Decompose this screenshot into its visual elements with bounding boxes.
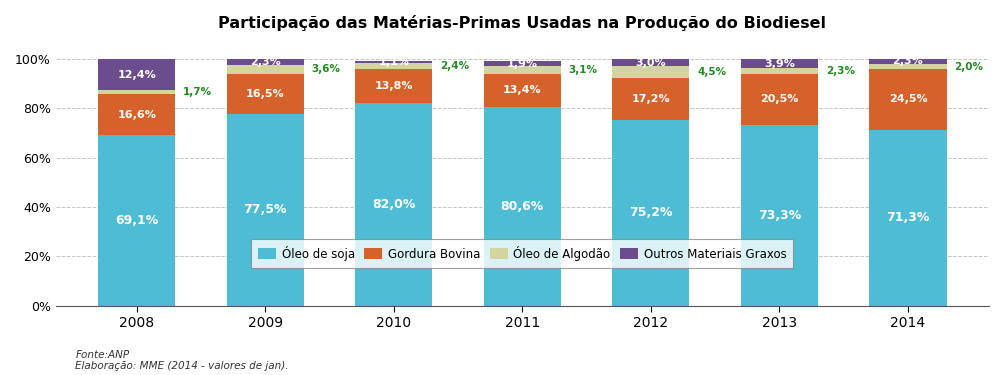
Text: 75,2%: 75,2% bbox=[629, 206, 672, 219]
Text: 82,0%: 82,0% bbox=[372, 198, 415, 211]
Text: 3,1%: 3,1% bbox=[568, 65, 597, 75]
Bar bbox=[740, 69, 817, 74]
Bar bbox=[227, 114, 304, 306]
Text: 80,6%: 80,6% bbox=[500, 200, 544, 213]
Text: 3,9%: 3,9% bbox=[763, 58, 794, 69]
Text: 2,0%: 2,0% bbox=[953, 62, 982, 72]
Text: Fonte:ANP: Fonte:ANP bbox=[75, 350, 129, 360]
Bar bbox=[98, 94, 176, 135]
Bar bbox=[740, 125, 817, 306]
Bar bbox=[612, 59, 689, 66]
Bar bbox=[869, 58, 946, 64]
Bar bbox=[483, 74, 561, 107]
Bar bbox=[612, 78, 689, 120]
Bar bbox=[483, 62, 561, 66]
Text: 2,3%: 2,3% bbox=[250, 57, 281, 67]
Bar bbox=[740, 59, 817, 69]
Bar bbox=[98, 90, 176, 94]
Bar bbox=[355, 61, 432, 63]
Text: 17,2%: 17,2% bbox=[631, 94, 670, 104]
Bar bbox=[98, 59, 176, 90]
Text: 2,3%: 2,3% bbox=[824, 66, 854, 76]
Text: 1,9%: 1,9% bbox=[507, 58, 538, 69]
Text: 3,0%: 3,0% bbox=[635, 58, 666, 68]
Text: 13,8%: 13,8% bbox=[374, 81, 412, 91]
Bar bbox=[227, 59, 304, 65]
Text: 69,1%: 69,1% bbox=[115, 214, 158, 227]
Bar bbox=[612, 66, 689, 78]
Bar bbox=[612, 120, 689, 306]
Bar bbox=[483, 107, 561, 306]
Bar bbox=[355, 69, 432, 103]
Text: 20,5%: 20,5% bbox=[759, 94, 797, 104]
Text: Elaboração: MME (2014 - valores de jan).: Elaboração: MME (2014 - valores de jan). bbox=[75, 362, 289, 371]
Bar bbox=[98, 135, 176, 306]
Title: Participação das Matérias-Primas Usadas na Produção do Biodiesel: Participação das Matérias-Primas Usadas … bbox=[218, 15, 825, 31]
Bar bbox=[869, 130, 946, 306]
Bar bbox=[869, 69, 946, 130]
Text: 12,4%: 12,4% bbox=[117, 70, 155, 80]
Text: 2,3%: 2,3% bbox=[892, 57, 923, 66]
Text: 71,3%: 71,3% bbox=[886, 211, 929, 224]
Text: 24,5%: 24,5% bbox=[888, 94, 927, 104]
Text: 16,6%: 16,6% bbox=[117, 110, 156, 120]
Bar bbox=[869, 64, 946, 69]
Bar bbox=[740, 74, 817, 125]
Text: 1,7%: 1,7% bbox=[183, 87, 212, 97]
Text: 16,5%: 16,5% bbox=[246, 89, 284, 99]
Legend: Óleo de soja, Gordura Bovina, Óleo de Algodão, Outros Materiais Graxos: Óleo de soja, Gordura Bovina, Óleo de Al… bbox=[251, 238, 792, 268]
Bar bbox=[483, 66, 561, 74]
Text: 73,3%: 73,3% bbox=[757, 209, 800, 222]
Bar bbox=[355, 103, 432, 306]
Bar bbox=[355, 63, 432, 69]
Text: 2,4%: 2,4% bbox=[439, 61, 468, 71]
Bar bbox=[227, 74, 304, 114]
Bar bbox=[227, 65, 304, 74]
Text: 13,4%: 13,4% bbox=[503, 85, 541, 95]
Text: 4,5%: 4,5% bbox=[696, 67, 725, 77]
Text: 1,1%: 1,1% bbox=[378, 57, 409, 67]
Text: 3,6%: 3,6% bbox=[311, 64, 340, 74]
Text: 77,5%: 77,5% bbox=[244, 204, 287, 216]
